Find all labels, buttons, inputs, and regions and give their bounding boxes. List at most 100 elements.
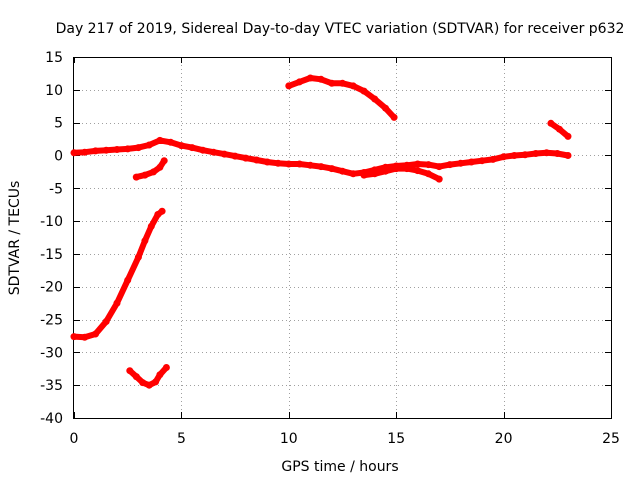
data-point: [124, 145, 132, 153]
data-point: [328, 79, 336, 87]
data-point: [126, 367, 134, 375]
data-point: [392, 165, 400, 173]
data-point: [124, 276, 132, 284]
x-tick-label: 10: [280, 431, 298, 447]
x-tick-label: 5: [177, 431, 186, 447]
data-point: [81, 148, 89, 156]
data-point: [306, 74, 314, 82]
data-point: [424, 170, 432, 178]
tick-layer: 0 5 10 15 20 25 15 10 5 0 -5 -10 -15 -20 -25 -30 -35 -40: [40, 50, 620, 447]
data-point: [435, 175, 443, 183]
data-point: [132, 373, 140, 381]
y-tick-label: -20: [40, 280, 63, 296]
data-point: [435, 163, 443, 171]
data-point: [553, 150, 561, 157]
data-point: [132, 173, 140, 181]
data-point: [500, 153, 508, 161]
data-point: [285, 160, 293, 168]
data-point: [382, 167, 389, 175]
data-point: [92, 147, 99, 155]
data-point: [156, 163, 164, 171]
data-point: [339, 79, 346, 87]
data-point: [390, 113, 398, 121]
data-point: [382, 104, 389, 112]
series-line: [71, 208, 166, 341]
data-point: [160, 157, 168, 165]
y-tick-label: 5: [54, 116, 63, 132]
data-point: [446, 161, 454, 169]
data-point: [102, 146, 110, 154]
data-point: [102, 318, 110, 325]
data-point: [167, 138, 175, 146]
data-point: [150, 168, 157, 176]
x-tick-label: 15: [387, 431, 405, 447]
y-tick-label: -15: [40, 247, 63, 263]
data-point: [70, 149, 78, 157]
series-main-track: [70, 136, 572, 178]
series-upper-arc: [285, 74, 398, 121]
data-point: [349, 170, 357, 178]
data-point: [371, 170, 379, 178]
data-point: [306, 161, 314, 169]
data-point: [134, 253, 142, 261]
data-point: [152, 378, 160, 386]
data-point: [489, 155, 497, 163]
data-point: [242, 154, 250, 162]
series-right-segment: [547, 119, 572, 140]
data-point: [210, 148, 218, 156]
data-point: [349, 82, 357, 90]
plot-frame: [73, 57, 612, 419]
data-point: [564, 132, 572, 140]
data-point: [134, 144, 142, 152]
data-point: [145, 381, 153, 389]
data-point: [253, 156, 261, 164]
data-point: [139, 379, 147, 387]
data-point: [510, 152, 518, 159]
data-point: [113, 299, 121, 307]
grid-layer: [74, 57, 611, 418]
data-point: [141, 171, 149, 179]
data-point: [296, 78, 303, 86]
series-bottom-dip: [126, 364, 170, 389]
data-point: [403, 165, 411, 173]
x-tick-label: 25: [602, 431, 620, 447]
x-axis-label: GPS time / hours: [281, 459, 398, 475]
chart-title: Day 217 of 2019, Sidereal Day-to-day VTE…: [56, 21, 625, 37]
data-point: [424, 161, 432, 169]
data-point: [521, 151, 529, 159]
data-point: [547, 119, 555, 127]
y-tick-label: -30: [40, 345, 63, 361]
y-tick-label: -5: [49, 181, 63, 197]
series-small-segment: [132, 157, 168, 181]
data-point: [339, 167, 346, 175]
data-point: [564, 152, 572, 159]
data-point: [156, 371, 164, 379]
series-branch-below-main: [360, 165, 443, 183]
data-point: [70, 333, 78, 341]
data-point: [231, 152, 239, 160]
data-point: [414, 167, 422, 175]
y-tick-label: -25: [40, 313, 63, 329]
data-point: [141, 237, 149, 245]
data-point: [92, 330, 99, 338]
series-steep-rise: [70, 207, 166, 341]
data-point: [162, 364, 170, 371]
x-tick-label: 20: [495, 431, 513, 447]
y-tick-label: -10: [40, 214, 63, 230]
data-point: [317, 75, 325, 83]
data-point: [263, 158, 271, 166]
data-point: [199, 146, 207, 154]
data-point: [220, 150, 228, 158]
data-point: [555, 125, 563, 133]
data-point: [414, 160, 422, 168]
data-point: [158, 207, 166, 215]
data-point: [478, 157, 486, 165]
data-point: [328, 165, 336, 173]
y-tick-label: 10: [45, 83, 63, 99]
data-point: [113, 146, 121, 153]
series-layer: [70, 74, 572, 389]
y-tick-label: 0: [54, 148, 63, 164]
x-tick-label: 0: [70, 431, 79, 447]
data-point: [467, 158, 475, 166]
